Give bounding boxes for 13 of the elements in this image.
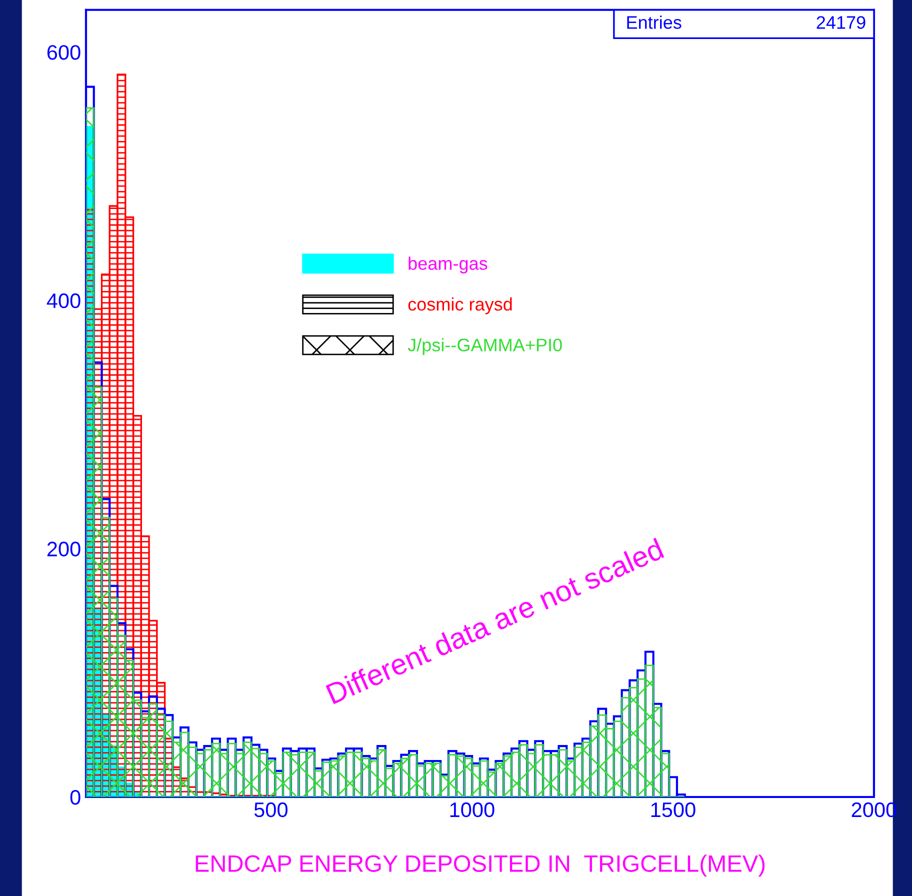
x-tick-label: 1500 [651, 802, 696, 818]
annotation: Entries [627, 16, 682, 29]
x-axis-title: ENDCAP ENERGY DEPOSITED IN TRIGCELL(MEV) [196, 854, 765, 877]
y-tick-label: 0 [70, 790, 80, 805]
y-tick-label: 600 [47, 45, 80, 60]
text: cosmic raysd [408, 297, 512, 314]
x-tick-label: 1000 [450, 802, 494, 818]
text: J/psi--GAMMA+PI0 [408, 338, 562, 355]
annotation: 24179 [816, 16, 866, 29]
y-tick-label: 400 [46, 293, 80, 308]
x-tick-label: 500 [254, 802, 288, 818]
y-tick-label: 200 [47, 542, 80, 556]
legend-label: beam-gas [408, 256, 488, 274]
